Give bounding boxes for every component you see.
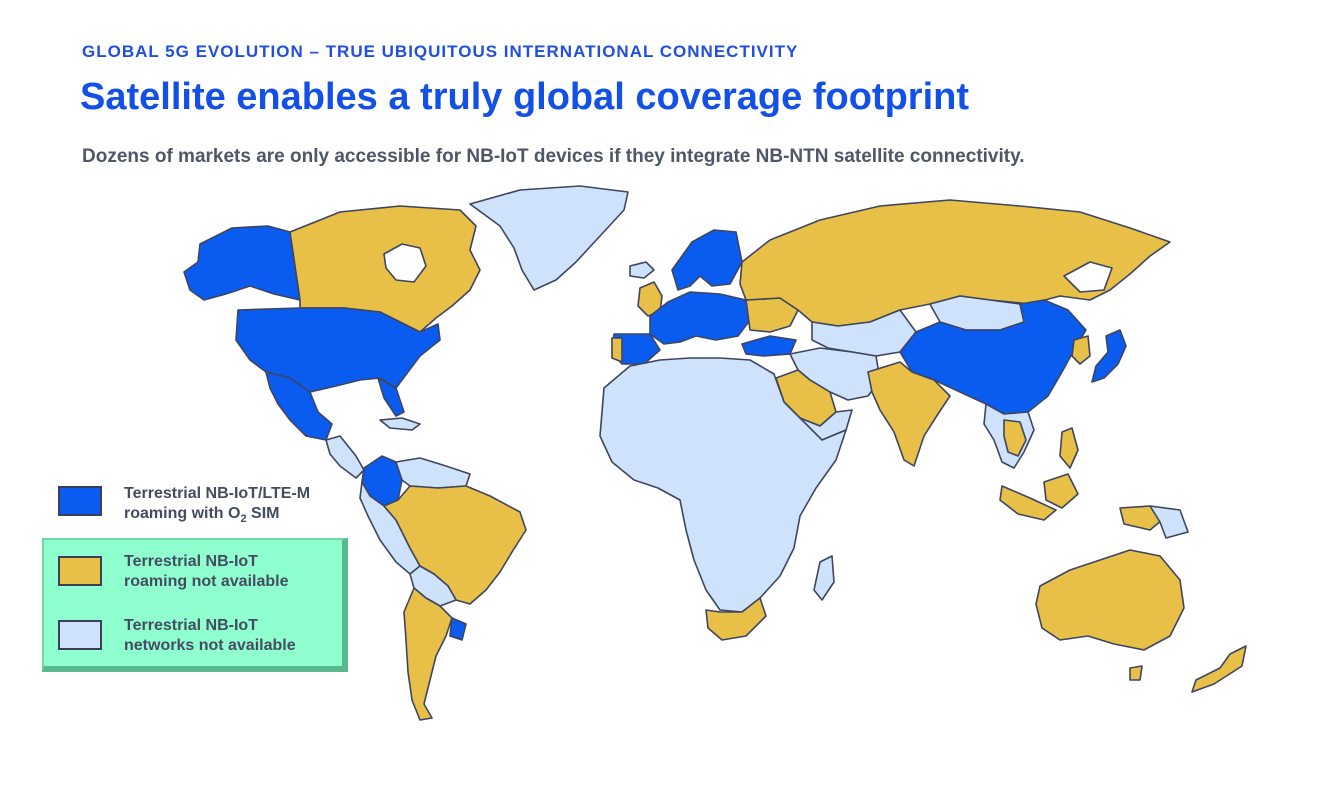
region-south-asia: [867, 361, 951, 467]
slide-title: Satellite enables a truly global coverag…: [80, 76, 969, 118]
legend-swatch-blue: [58, 486, 102, 516]
region-western-europe: [649, 291, 751, 345]
region-borneo: [1043, 473, 1079, 509]
legend-swatch-yellow: [58, 556, 102, 586]
region-scandinavia: [671, 229, 743, 291]
region-australia: [1035, 549, 1185, 651]
region-png: [1149, 505, 1189, 539]
region-russia: [739, 199, 1171, 327]
region-thailand-vietnam: [1003, 419, 1027, 457]
slide-subtitle: Dozens of markets are only accessible fo…: [82, 146, 1025, 167]
region-florida: [377, 377, 405, 417]
region-philippines: [1059, 427, 1079, 469]
region-tasmania: [1129, 665, 1143, 681]
region-portugal: [611, 337, 623, 363]
region-hudson-bay: [383, 243, 427, 283]
region-turkey: [741, 335, 797, 357]
legend-label-roaming-not-available: Terrestrial NB-IoT roaming not available: [124, 553, 289, 590]
region-indonesia: [999, 485, 1057, 521]
region-central-america: [325, 435, 365, 479]
slide-kicker: GLOBAL 5G EVOLUTION – TRUE UBIQUITOUS IN…: [82, 42, 799, 61]
region-alaska: [183, 225, 301, 301]
region-new-zealand: [1191, 645, 1247, 693]
region-japan: [1091, 329, 1127, 383]
region-uruguay: [449, 617, 467, 641]
region-south-africa: [705, 597, 767, 641]
legend-label-roaming-o2: Terrestrial NB-IoT/LTE-M roaming with O2…: [124, 485, 311, 526]
legend-label-no-network: Terrestrial NB-IoT networks not availabl…: [124, 617, 296, 654]
region-northern-south-america: [395, 457, 471, 489]
region-caribbean: [379, 417, 421, 431]
region-iceland: [629, 261, 655, 279]
region-greenland: [469, 185, 629, 291]
region-korea: [1071, 335, 1091, 365]
region-east-siberia: [1063, 261, 1113, 293]
region-africa: [599, 357, 847, 613]
region-new-guinea: [1119, 505, 1163, 531]
legend-swatch-light-blue: [58, 620, 102, 650]
region-argentina: [403, 587, 453, 721]
region-madagascar: [813, 555, 835, 601]
